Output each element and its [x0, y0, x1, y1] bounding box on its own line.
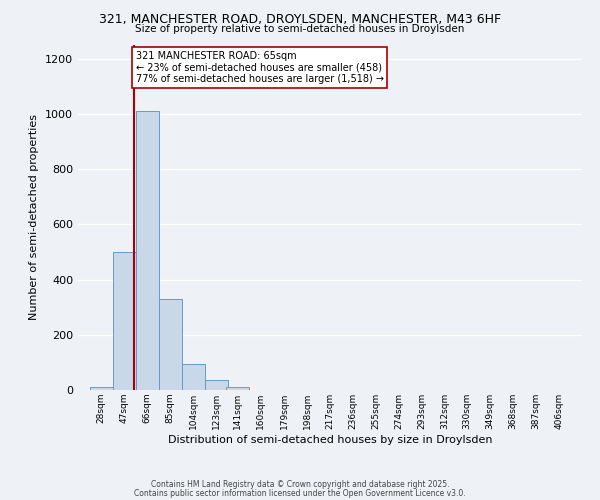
Bar	[226, 387, 250, 390]
Bar	[89, 387, 113, 390]
Bar	[136, 111, 158, 390]
Text: 321, MANCHESTER ROAD, DROYLSDEN, MANCHESTER, M43 6HF: 321, MANCHESTER ROAD, DROYLSDEN, MANCHES…	[99, 12, 501, 26]
Bar	[182, 364, 205, 390]
Bar	[113, 252, 136, 390]
Text: Contains public sector information licensed under the Open Government Licence v3: Contains public sector information licen…	[134, 488, 466, 498]
Text: Size of property relative to semi-detached houses in Droylsden: Size of property relative to semi-detach…	[136, 24, 464, 34]
X-axis label: Distribution of semi-detached houses by size in Droylsden: Distribution of semi-detached houses by …	[168, 434, 492, 444]
Y-axis label: Number of semi-detached properties: Number of semi-detached properties	[29, 114, 40, 320]
Text: 321 MANCHESTER ROAD: 65sqm
← 23% of semi-detached houses are smaller (458)
77% o: 321 MANCHESTER ROAD: 65sqm ← 23% of semi…	[136, 50, 383, 84]
Bar	[158, 299, 182, 390]
Text: Contains HM Land Registry data © Crown copyright and database right 2025.: Contains HM Land Registry data © Crown c…	[151, 480, 449, 489]
Bar	[205, 380, 227, 390]
